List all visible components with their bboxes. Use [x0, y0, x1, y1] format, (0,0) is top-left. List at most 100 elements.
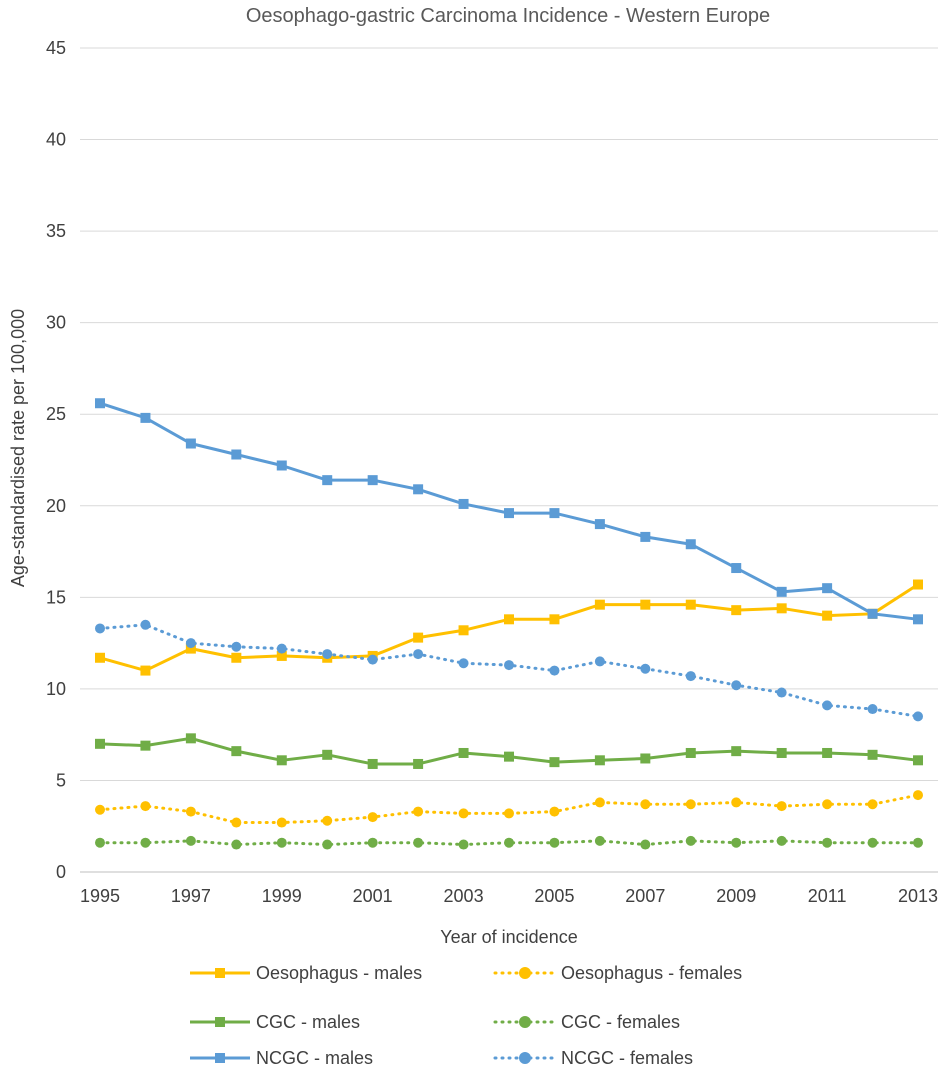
data-point: [458, 747, 469, 758]
data-point: [458, 625, 469, 636]
data-point: [367, 758, 378, 769]
data-point: [185, 835, 196, 846]
data-point: [322, 649, 333, 660]
data-point: [685, 799, 696, 810]
data-point: [185, 643, 196, 654]
data-point: [140, 837, 151, 848]
y-tick-label: 35: [46, 221, 66, 241]
x-tick-label: 2005: [534, 886, 574, 906]
legend-item: Oesophagus - females: [493, 963, 742, 983]
data-point: [867, 749, 878, 760]
data-point: [185, 733, 196, 744]
data-point: [458, 808, 469, 819]
data-point: [594, 599, 605, 610]
data-point: [231, 652, 242, 663]
data-point: [822, 700, 833, 711]
series-oesophagus-females: [95, 790, 923, 828]
data-point: [913, 711, 923, 722]
data-point: [504, 614, 514, 625]
gridlines: [80, 47, 938, 873]
y-axis-title: Age-standardised rate per 100,000: [8, 309, 28, 587]
legend-label: NCGC - males: [256, 1048, 373, 1068]
data-point: [504, 660, 514, 671]
data-point: [685, 671, 696, 682]
data-point: [504, 508, 514, 519]
data-point: [413, 806, 424, 817]
data-point: [731, 563, 742, 574]
data-point: [276, 837, 287, 848]
data-point: [95, 652, 105, 663]
data-point: [549, 508, 560, 519]
data-point: [594, 519, 605, 530]
data-point: [231, 746, 242, 757]
y-tick-label: 0: [56, 862, 66, 882]
y-tick-label: 10: [46, 679, 66, 699]
data-point: [822, 747, 833, 758]
legend-label: Oesophagus - females: [561, 963, 742, 983]
data-point: [367, 837, 378, 848]
data-point: [685, 835, 696, 846]
data-point: [95, 837, 105, 848]
data-point: [367, 654, 378, 665]
x-tick-label: 2007: [625, 886, 665, 906]
data-point: [185, 438, 196, 449]
data-point: [413, 758, 424, 769]
data-point: [549, 806, 560, 817]
data-point: [413, 837, 424, 848]
data-point: [867, 608, 878, 619]
data-point: [276, 460, 287, 471]
legend-marker: [215, 1017, 225, 1027]
data-point: [594, 797, 605, 808]
data-point: [413, 649, 424, 660]
legend-label: CGC - females: [561, 1012, 680, 1032]
data-point: [594, 755, 605, 766]
data-point: [276, 650, 287, 661]
series-cgc-males: [95, 733, 923, 769]
data-point: [276, 643, 287, 654]
series-ncgc-females: [95, 619, 923, 722]
x-tick-label: 2003: [444, 886, 484, 906]
data-point: [185, 806, 196, 817]
legend-item: CGC - females: [493, 1012, 680, 1032]
series-lines: [95, 398, 923, 850]
y-tick-label: 40: [46, 130, 66, 150]
legend-item: NCGC - females: [493, 1048, 693, 1068]
x-tick-label: 2001: [353, 886, 393, 906]
legend: Oesophagus - males Oesophagus - females CG…: [190, 963, 742, 1068]
data-point: [95, 623, 105, 634]
data-point: [140, 412, 151, 423]
data-point: [776, 687, 787, 698]
data-point: [231, 817, 242, 828]
legend-marker: [519, 1016, 531, 1028]
legend-marker: [215, 1053, 225, 1063]
data-point: [913, 837, 923, 848]
data-point: [413, 484, 424, 495]
data-point: [458, 658, 469, 669]
data-point: [95, 398, 105, 409]
data-point: [913, 755, 923, 766]
data-point: [549, 614, 560, 625]
y-tick-label: 25: [46, 404, 66, 424]
legend-label: CGC - males: [256, 1012, 360, 1032]
data-point: [367, 812, 378, 823]
data-point: [140, 665, 151, 676]
data-point: [822, 610, 833, 621]
data-point: [640, 753, 651, 764]
y-tick-label: 30: [46, 313, 66, 333]
data-point: [594, 656, 605, 667]
data-point: [731, 797, 742, 808]
data-point: [322, 839, 333, 850]
data-point: [322, 475, 333, 486]
data-point: [504, 808, 514, 819]
y-tick-labels: 0 5 10 15 20 25 30 35 40 45: [46, 38, 66, 882]
data-point: [776, 603, 787, 614]
y-tick-label: 45: [46, 38, 66, 58]
x-tick-label: 2013: [898, 886, 938, 906]
legend-item: Oesophagus - males: [190, 963, 422, 983]
data-point: [913, 614, 923, 625]
y-tick-label: 5: [56, 770, 66, 790]
x-tick-label: 1997: [171, 886, 211, 906]
data-point: [322, 749, 333, 760]
data-point: [504, 837, 514, 848]
data-point: [913, 790, 923, 801]
